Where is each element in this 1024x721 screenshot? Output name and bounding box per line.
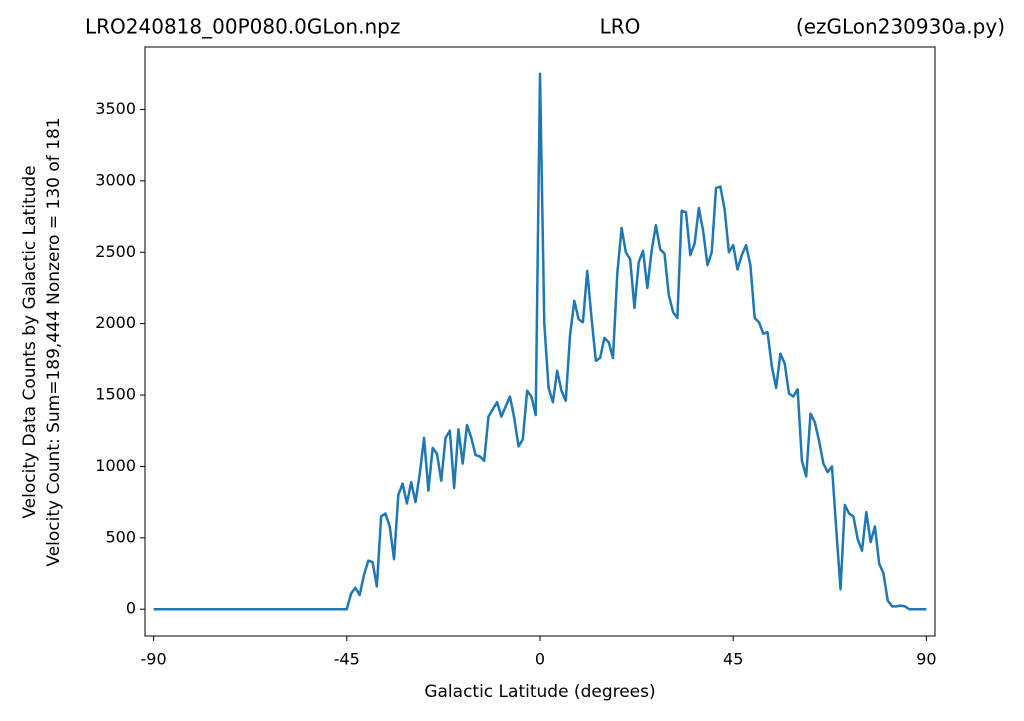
x-tick-label: 90 [916, 650, 936, 669]
y-tick-label: 3500 [95, 99, 136, 118]
y-tick-label: 500 [105, 527, 136, 546]
y-tick-label: 1000 [95, 456, 136, 475]
chart-subtitle: LRO [600, 15, 641, 39]
chart-title: LRO240818_00P080.0GLon.npz [85, 15, 400, 39]
y-tick-label: 2000 [95, 313, 136, 332]
y-tick-label: 1500 [95, 385, 136, 404]
y-tick-label: 0 [126, 599, 136, 618]
x-tick-label: -45 [334, 650, 360, 669]
x-tick-label: 0 [535, 650, 545, 669]
y-axis-label: Velocity Data Counts by Galactic Latitud… [20, 165, 40, 518]
data-line [153, 72, 927, 611]
x-tick-label: -90 [141, 650, 167, 669]
x-tick-label: 45 [723, 650, 743, 669]
y-axis-label: Velocity Count: Sum=189,444 Nonzero = 13… [44, 117, 64, 566]
chart-annotation: (ezGLon230930a.py) [796, 15, 1005, 39]
y-tick-label: 2500 [95, 242, 136, 261]
y-tick-label: 3000 [95, 170, 136, 189]
plot-frame [144, 46, 936, 637]
x-axis-label: Galactic Latitude (degrees) [424, 682, 655, 702]
